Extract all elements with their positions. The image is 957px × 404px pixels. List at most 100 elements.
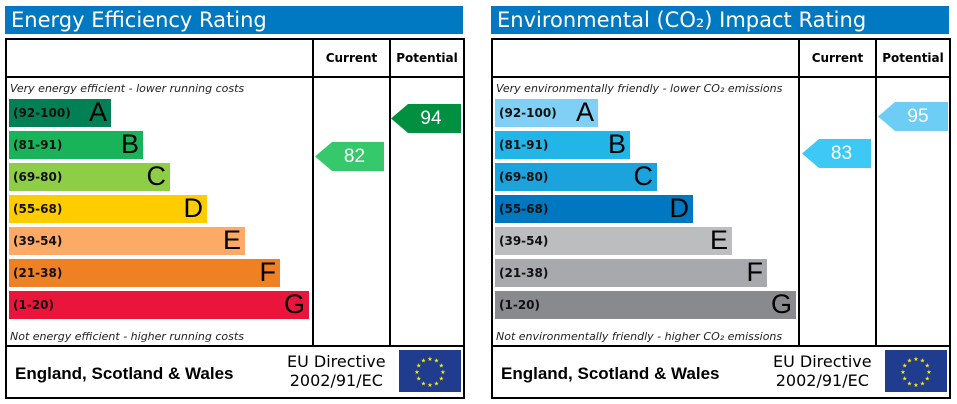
band-range: (69-80) bbox=[13, 170, 63, 184]
potential-rating-arrow: 95 bbox=[878, 102, 948, 131]
divider bbox=[7, 76, 463, 78]
rating-band-a: (92-100) A bbox=[9, 97, 111, 127]
band-letter: A bbox=[575, 97, 594, 127]
svg-text:★: ★ bbox=[920, 380, 925, 387]
band-letter: A bbox=[88, 97, 107, 127]
divider bbox=[312, 40, 314, 347]
band-range: (81-91) bbox=[13, 138, 63, 152]
column-header-potential: Potential bbox=[396, 51, 458, 65]
band-letter: D bbox=[183, 193, 204, 223]
column-header-current: Current bbox=[325, 51, 378, 65]
svg-text:★: ★ bbox=[913, 356, 918, 363]
band-range: (21-38) bbox=[13, 266, 63, 280]
svg-text:★: ★ bbox=[920, 358, 925, 365]
eu-flag-icon: ★ ★★★★★★★★★★★ bbox=[399, 350, 461, 392]
svg-text:★: ★ bbox=[440, 369, 445, 376]
top-note: Very environmentally friendly - lower CO… bbox=[496, 82, 783, 95]
band-range: (81-91) bbox=[499, 138, 549, 152]
column-header-current: Current bbox=[811, 51, 864, 65]
band-range: (39-54) bbox=[13, 234, 63, 248]
divider bbox=[7, 345, 463, 347]
bottom-note: Not environmentally friendly - higher CO… bbox=[496, 330, 783, 343]
band-letter: D bbox=[669, 193, 690, 223]
svg-text:★: ★ bbox=[427, 356, 432, 363]
band-letter: F bbox=[746, 257, 764, 287]
band-range: (92-100) bbox=[13, 106, 71, 120]
band-range: (92-100) bbox=[499, 106, 557, 120]
svg-text:★: ★ bbox=[434, 358, 439, 365]
divider bbox=[389, 40, 391, 347]
energy-efficiency-panel: Energy Efficiency Rating Current Potenti… bbox=[5, 0, 465, 404]
region-label: England, Scotland & Wales bbox=[501, 364, 720, 383]
rating-band-e: (39-54) E bbox=[495, 225, 732, 255]
svg-text:★: ★ bbox=[439, 363, 444, 370]
potential-rating-arrow: 94 bbox=[391, 104, 461, 133]
svg-text:★: ★ bbox=[925, 363, 930, 370]
svg-text:★: ★ bbox=[421, 358, 426, 365]
current-rating-arrow: 83 bbox=[802, 139, 871, 168]
svg-text:★: ★ bbox=[902, 376, 907, 383]
eu-directive: EU Directive 2002/91/EC bbox=[773, 352, 872, 390]
directive-line2: 2002/91/EC bbox=[289, 371, 383, 390]
band-range: (1-20) bbox=[13, 298, 54, 312]
current-rating-arrow: 82 bbox=[315, 142, 384, 171]
rating-band-g: (1-20) G bbox=[9, 289, 309, 319]
rating-band-a: (92-100) A bbox=[495, 97, 598, 127]
band-range: (39-54) bbox=[499, 234, 549, 248]
svg-text:★: ★ bbox=[902, 363, 907, 370]
band-letter: B bbox=[607, 129, 626, 159]
rating-band-d: (55-68) D bbox=[495, 193, 693, 223]
panel-title: Energy Efficiency Rating bbox=[5, 6, 463, 34]
rating-band-f: (21-38) F bbox=[9, 257, 280, 287]
bottom-note: Not energy efficient - higher running co… bbox=[10, 330, 244, 343]
divider bbox=[493, 76, 949, 78]
rating-band-f: (21-38) F bbox=[495, 257, 767, 287]
rating-table: Current Potential Very energy efficient … bbox=[5, 38, 465, 399]
column-header-potential: Potential bbox=[882, 51, 944, 65]
svg-text:★: ★ bbox=[907, 380, 912, 387]
top-note: Very energy efficient - lower running co… bbox=[10, 82, 245, 95]
band-letter: C bbox=[146, 161, 167, 191]
band-letter: B bbox=[120, 129, 139, 159]
band-letter: G bbox=[770, 289, 792, 319]
svg-text:★: ★ bbox=[414, 369, 419, 376]
rating-band-d: (55-68) D bbox=[9, 193, 207, 223]
svg-text:★: ★ bbox=[900, 369, 905, 376]
divider bbox=[798, 40, 800, 347]
rating-band-c: (69-80) C bbox=[495, 161, 657, 191]
eu-directive: EU Directive 2002/91/EC bbox=[287, 352, 386, 390]
svg-text:★: ★ bbox=[416, 363, 421, 370]
directive-line2: 2002/91/EC bbox=[775, 371, 869, 390]
band-letter: E bbox=[709, 225, 728, 255]
band-range: (55-68) bbox=[13, 202, 63, 216]
rating-band-g: (1-20) G bbox=[495, 289, 796, 319]
svg-text:★: ★ bbox=[439, 376, 444, 383]
eu-flag-icon: ★ ★★★★★★★★★★★ bbox=[885, 350, 947, 392]
directive-line1: EU Directive bbox=[287, 352, 386, 371]
svg-text:★: ★ bbox=[427, 382, 432, 389]
svg-text:★: ★ bbox=[926, 369, 931, 376]
svg-text:★: ★ bbox=[913, 382, 918, 389]
band-range: (21-38) bbox=[499, 266, 549, 280]
rating-band-b: (81-91) B bbox=[9, 129, 143, 159]
svg-text:★: ★ bbox=[925, 376, 930, 383]
divider bbox=[875, 40, 877, 347]
band-letter: E bbox=[222, 225, 241, 255]
svg-text:★: ★ bbox=[421, 380, 426, 387]
environmental-impact-panel: Environmental (CO₂) Impact Rating Curren… bbox=[491, 0, 951, 404]
region-label: England, Scotland & Wales bbox=[15, 364, 234, 383]
band-letter: G bbox=[283, 289, 305, 319]
band-letter: F bbox=[259, 257, 277, 287]
band-letter: C bbox=[633, 161, 654, 191]
svg-text:★: ★ bbox=[416, 376, 421, 383]
rating-table: Current Potential Very environmentally f… bbox=[491, 38, 951, 399]
band-range: (1-20) bbox=[499, 298, 540, 312]
band-range: (55-68) bbox=[499, 202, 549, 216]
band-range: (69-80) bbox=[499, 170, 549, 184]
divider bbox=[493, 345, 949, 347]
rating-band-c: (69-80) C bbox=[9, 161, 170, 191]
rating-band-b: (81-91) B bbox=[495, 129, 630, 159]
rating-band-e: (39-54) E bbox=[9, 225, 245, 255]
panel-title: Environmental (CO₂) Impact Rating bbox=[491, 6, 949, 34]
directive-line1: EU Directive bbox=[773, 352, 872, 371]
